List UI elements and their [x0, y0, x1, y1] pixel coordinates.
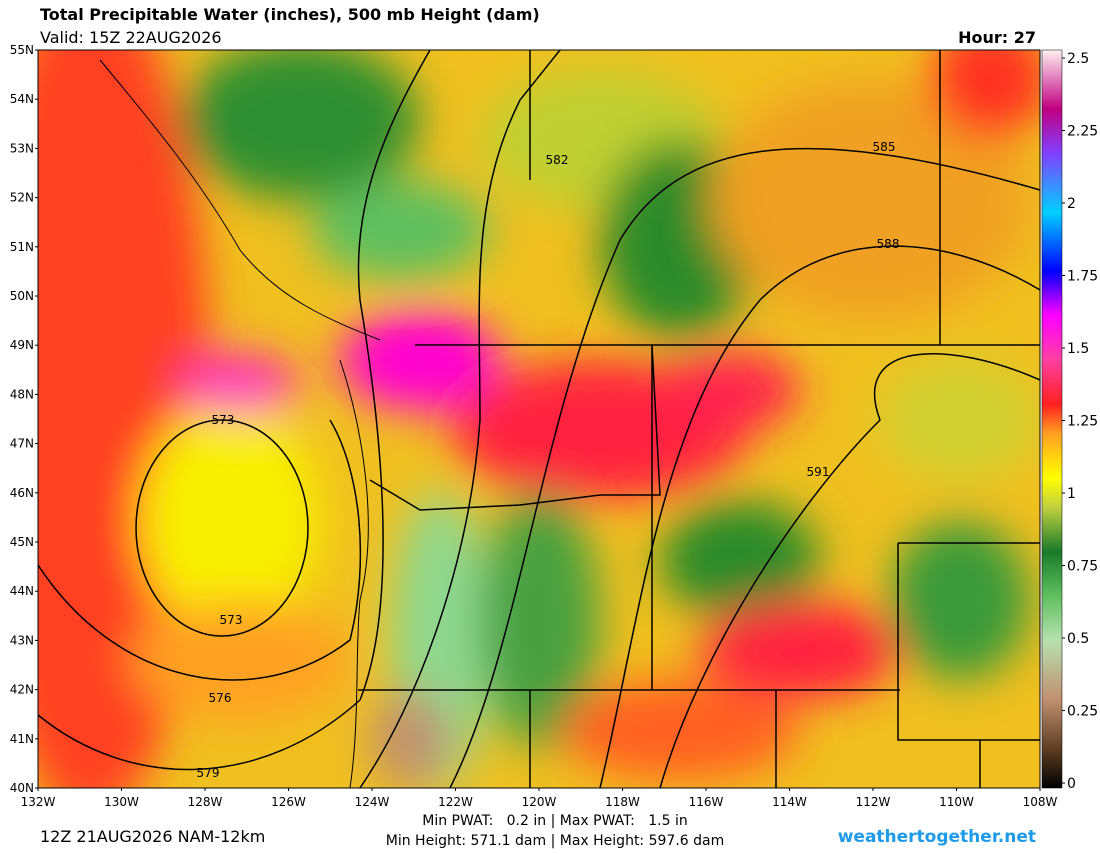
colorbar-label: 0.25	[1067, 704, 1098, 720]
colorbar-label: 1	[1067, 486, 1076, 502]
lon-label: 118W	[605, 795, 640, 809]
lon-label: 112W	[856, 795, 891, 809]
contour-label: 588	[877, 237, 900, 251]
lat-label: 46N	[10, 486, 34, 500]
lon-label: 110W	[939, 795, 974, 809]
lon-label: 114W	[772, 795, 807, 809]
lon-label: 130W	[104, 795, 139, 809]
lat-label: 45N	[10, 535, 34, 549]
lon-label: 132W	[21, 795, 56, 809]
lon-label: 126W	[271, 795, 306, 809]
forecast-hour: Hour: 27	[958, 28, 1036, 47]
colorbar-label: 1.25	[1067, 414, 1098, 430]
contour-label: 573	[220, 613, 243, 627]
colorbar-label: 0.5	[1067, 631, 1089, 647]
lat-label: 48N	[10, 387, 34, 401]
lat-label: 50N	[10, 289, 34, 303]
colorbar	[1041, 49, 1063, 789]
contour-label: 582	[546, 153, 569, 167]
title: Total Precipitable Water (inches), 500 m…	[40, 5, 540, 24]
contour-label: 576	[209, 691, 232, 705]
lat-label: 52N	[10, 191, 34, 205]
colorbar-label: 1.5	[1067, 341, 1089, 357]
contour-label: 585	[873, 140, 896, 154]
colorbar-label: 2.25	[1067, 124, 1098, 140]
lat-label: 43N	[10, 633, 34, 647]
contour-label: 573	[212, 413, 235, 427]
lat-label: 40N	[10, 781, 34, 795]
lon-label: 124W	[355, 795, 390, 809]
contour-label: 591	[807, 465, 830, 479]
lon-label: 120W	[522, 795, 557, 809]
pwat-stats: Min PWAT: 0.2 in | Max PWAT: 1.5 in	[422, 813, 687, 829]
lon-label: 128W	[188, 795, 223, 809]
lat-label: 55N	[10, 43, 34, 57]
valid-time: Valid: 15Z 22AUG2026	[40, 28, 222, 47]
height-stats: Min Height: 571.1 dam | Max Height: 597.…	[386, 833, 724, 849]
boundaries	[99, 50, 1040, 789]
contour-label: 579	[197, 766, 220, 780]
lat-label: 42N	[10, 683, 34, 697]
model-run: 12Z 21AUG2026 NAM-12km	[40, 827, 265, 846]
colorbar-label: 1.75	[1067, 269, 1098, 285]
lat-label: 53N	[10, 141, 34, 155]
colorbar-label: 2	[1067, 196, 1076, 212]
lat-label: 54N	[10, 92, 34, 106]
lon-label: 108W	[1023, 795, 1058, 809]
lat-label: 44N	[10, 584, 34, 598]
lat-label: 51N	[10, 240, 34, 254]
pwat-field	[38, 50, 1040, 788]
height-contours	[38, 50, 1040, 788]
lon-label: 122W	[438, 795, 473, 809]
lon-label: 116W	[689, 795, 724, 809]
lat-label: 41N	[10, 732, 34, 746]
colorbar-label: 0	[1067, 776, 1076, 792]
lat-label: 49N	[10, 338, 34, 352]
colorbar-label: 0.75	[1067, 559, 1098, 575]
site-credit: weathertogether.net	[838, 827, 1036, 847]
lat-label: 47N	[10, 437, 34, 451]
colorbar-label: 2.5	[1067, 51, 1089, 67]
